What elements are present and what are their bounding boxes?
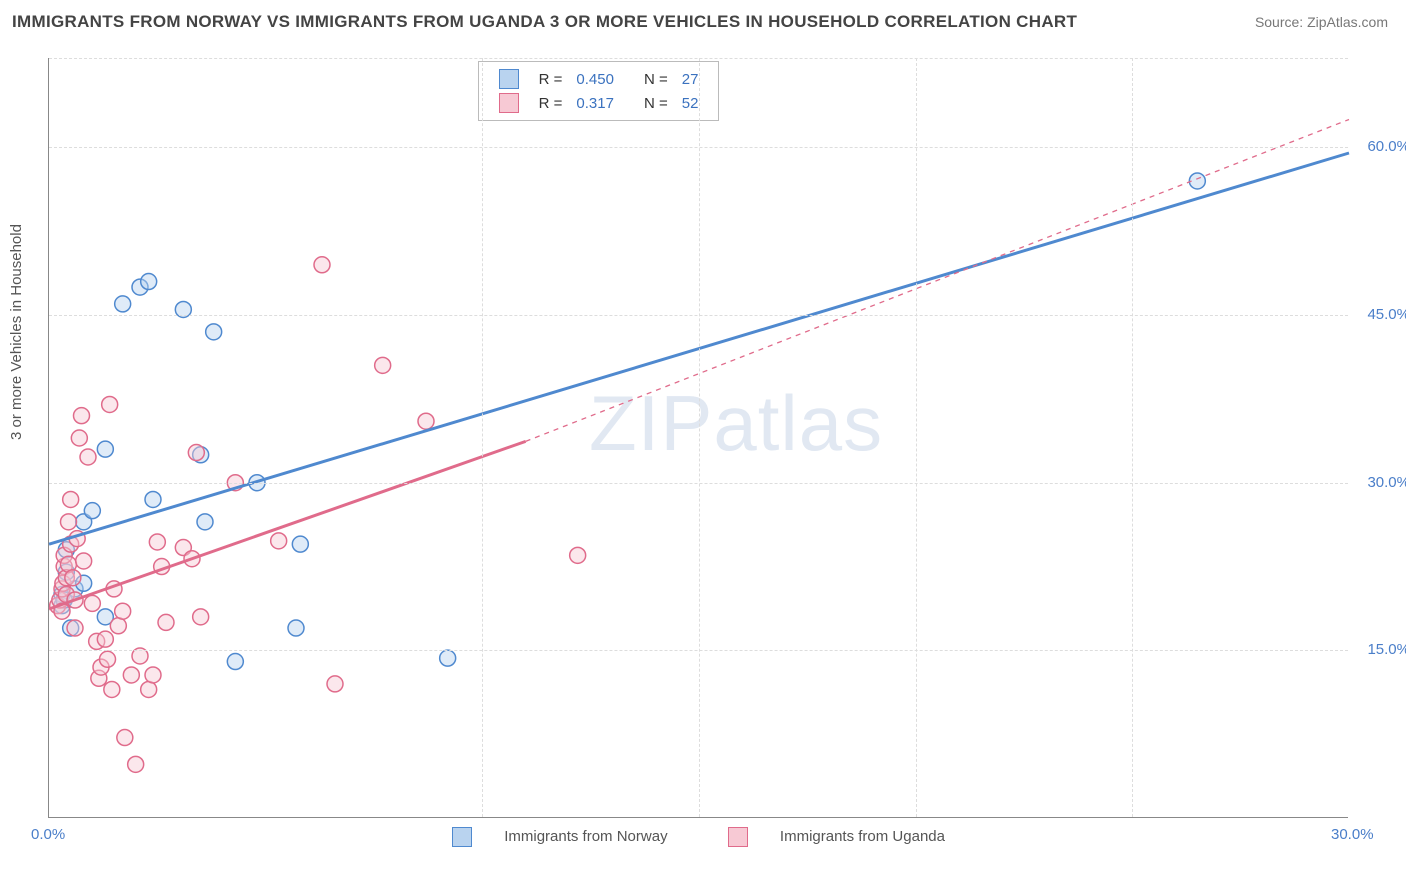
data-point [65,570,81,586]
n-label: N = [638,92,674,114]
data-point [67,620,83,636]
data-point [197,514,213,530]
n-label: N = [638,68,674,90]
source-credit: Source: ZipAtlas.com [1255,14,1388,30]
data-point [102,396,118,412]
y-axis-label: 3 or more Vehicles in Household [8,224,25,440]
y-tick-label: 15.0% [1367,641,1406,658]
legend-item-norway: Immigrants from Norway [438,828,686,845]
data-point [123,667,139,683]
legend-swatch [499,93,519,113]
regression-extension [526,119,1349,441]
data-point [74,408,90,424]
data-point [115,603,131,619]
data-point [71,430,87,446]
page-title: IMMIGRANTS FROM NORWAY VS IMMIGRANTS FRO… [12,12,1077,32]
data-point [61,514,77,530]
data-point [145,491,161,507]
legend-item-uganda: Immigrants from Uganda [714,828,959,845]
data-point [84,503,100,519]
data-point [1189,173,1205,189]
data-point [227,654,243,670]
data-point [314,257,330,273]
data-point [288,620,304,636]
data-point [271,533,287,549]
r-value: 0.317 [570,92,620,114]
swatch-blue [452,827,472,847]
data-point [115,296,131,312]
y-tick-label: 60.0% [1367,138,1406,155]
data-point [97,631,113,647]
data-point [80,449,96,465]
x-tick-label: 0.0% [31,826,65,843]
data-point [141,274,157,290]
swatch-pink [728,827,748,847]
data-point [149,534,165,550]
n-value: 52 [676,92,705,114]
data-point [84,595,100,611]
data-point [418,413,434,429]
y-tick-label: 30.0% [1367,474,1406,491]
legend-swatch [499,69,519,89]
data-point [327,676,343,692]
chart-area: ZIPatlas R =0.450N =27R =0.317N =52 Immi… [48,58,1348,818]
data-point [440,650,456,666]
data-point [104,681,120,697]
regression-line [49,441,526,609]
data-point [100,651,116,667]
data-point [117,730,133,746]
r-label: R = [533,92,569,114]
x-tick-label: 30.0% [1331,826,1374,843]
data-point [97,441,113,457]
series-legend: Immigrants from Norway Immigrants from U… [49,827,1348,847]
data-point [188,445,204,461]
data-point [128,756,144,772]
data-point [292,536,308,552]
data-point [193,609,209,625]
r-label: R = [533,68,569,90]
data-point [375,357,391,373]
data-point [206,324,222,340]
data-point [141,681,157,697]
data-point [63,491,79,507]
data-point [76,553,92,569]
r-value: 0.450 [570,68,620,90]
correlation-legend: R =0.450 N =27 R =0.317 N =52 [478,61,720,121]
data-point [110,618,126,634]
data-point [570,547,586,563]
data-point [158,614,174,630]
data-point [145,667,161,683]
y-tick-label: 45.0% [1367,306,1406,323]
n-value: 27 [676,68,705,90]
